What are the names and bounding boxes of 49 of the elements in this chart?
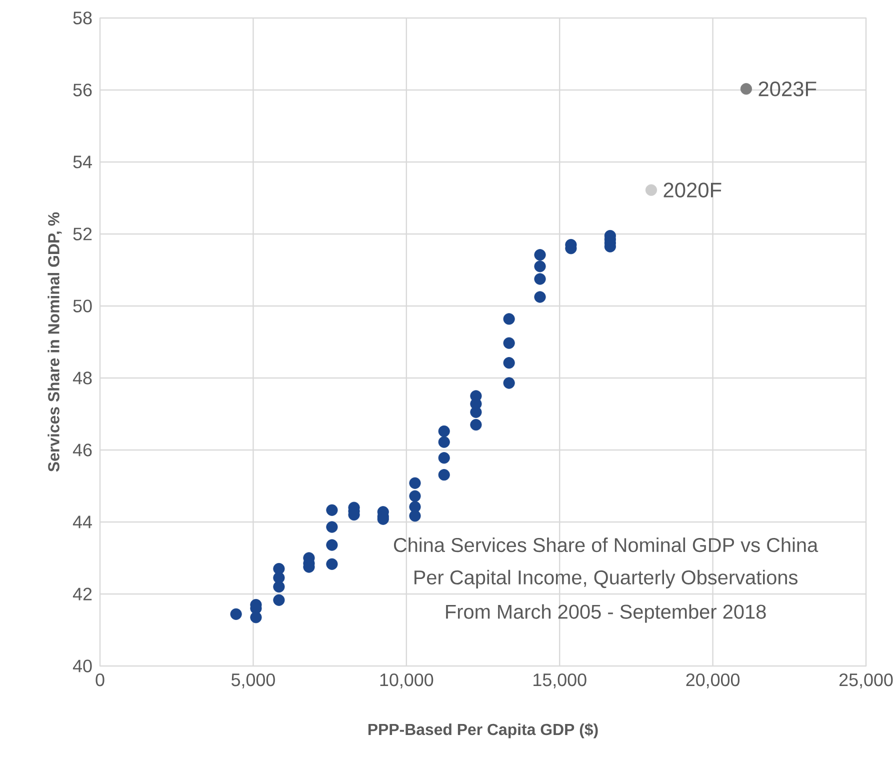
point <box>326 521 338 533</box>
x-tick-label: 10,000 <box>380 673 434 688</box>
y-tick-label: 52 <box>73 228 92 240</box>
point <box>326 504 338 516</box>
y-tick-label: 50 <box>73 300 92 312</box>
annotation: Per Capital Income, Quarterly Observations <box>414 570 798 588</box>
point <box>503 377 515 389</box>
point <box>409 510 421 522</box>
x-tick-label: 5,000 <box>231 673 275 688</box>
series-label: 2020F <box>664 182 722 198</box>
x-tick-label: 0 <box>96 673 104 686</box>
y-axis-title: Services Share in Nominal GDP, % <box>48 212 62 472</box>
point <box>438 452 450 464</box>
point <box>503 337 515 349</box>
point <box>503 357 515 369</box>
x-tick-label: 20,000 <box>686 673 740 688</box>
point <box>534 291 546 303</box>
point <box>409 477 421 489</box>
y-tick-label: 54 <box>73 156 92 168</box>
point <box>409 490 421 502</box>
y-tick-label: 58 <box>73 12 92 24</box>
y-tick-label: 48 <box>72 372 92 384</box>
series-label: 2023F <box>758 81 816 96</box>
x-tick-label: 15,000 <box>534 673 586 688</box>
y-tick-label: 40 <box>72 660 92 672</box>
annotation: China Services Share of Nominal GDP vs China <box>394 537 818 552</box>
point <box>438 425 450 438</box>
point <box>250 612 262 624</box>
point <box>326 539 338 551</box>
point <box>326 558 338 570</box>
y-tick-label: 44 <box>72 516 92 528</box>
point <box>534 260 546 272</box>
point <box>534 273 546 285</box>
y-tick-label: 46 <box>72 444 92 456</box>
point <box>273 580 285 593</box>
x-axis-title: PPP-Based Per Capita GDP ($) <box>368 723 598 738</box>
point <box>438 469 450 481</box>
point <box>230 608 242 620</box>
point <box>470 418 482 431</box>
annotation: From March 2005 - September 2018 <box>446 604 766 623</box>
y-tick-label: 42 <box>72 588 92 600</box>
point <box>740 83 752 95</box>
y-tick-label: 56 <box>73 84 92 96</box>
point <box>438 436 450 448</box>
point <box>534 249 546 261</box>
point <box>645 184 658 196</box>
x-tick-label: 25,000 <box>839 673 893 688</box>
point <box>273 594 285 606</box>
point <box>503 313 515 325</box>
